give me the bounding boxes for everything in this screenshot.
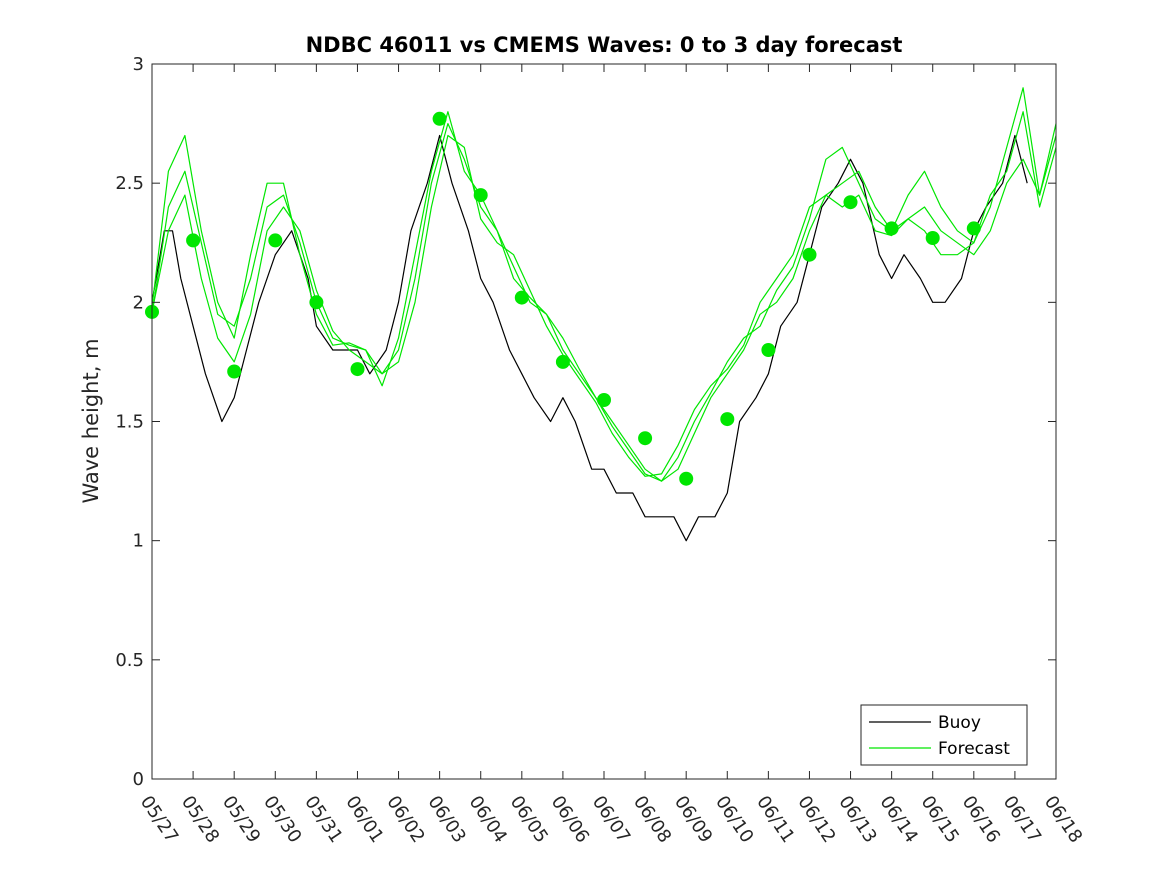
y-tick-label: 0 — [133, 769, 144, 790]
buoy-series-line — [151, 134, 1028, 542]
forecast-marker — [843, 195, 858, 210]
forecast-marker — [597, 393, 611, 407]
y-tick-label: 1 — [133, 531, 144, 552]
legend-box — [860, 704, 1028, 766]
forecast-marker — [473, 188, 488, 203]
legend-label-buoy: Buoy — [938, 713, 981, 733]
forecast-marker — [925, 231, 940, 245]
y-tick-label: 1.5 — [115, 412, 144, 433]
y-tick-label: 2 — [133, 292, 144, 313]
legend: Buoy Forecast — [860, 704, 1028, 766]
y-tick-label: 0.5 — [115, 650, 144, 671]
forecast-series-line-3 — [151, 111, 1057, 477]
forecast-marker — [638, 431, 653, 446]
legend-label-forecast: Forecast — [938, 739, 1010, 759]
series-layer — [151, 87, 1057, 542]
forecast-marker — [268, 233, 283, 248]
chart-title: NDBC 46011 vs CMEMS Waves: 0 to 3 day fo… — [306, 33, 903, 57]
forecast-marker — [432, 111, 447, 126]
y-axis-label: Wave height, m — [79, 338, 103, 503]
forecast-marker — [350, 362, 365, 377]
y-tick-label: 3 — [133, 54, 144, 75]
forecast-marker — [514, 290, 529, 305]
forecast-marker — [309, 295, 324, 310]
forecast-marker — [802, 247, 817, 262]
forecast-series-line-2 — [151, 87, 1057, 482]
marker-layer — [145, 111, 981, 486]
forecast-marker — [227, 364, 242, 379]
y-tick-label: 2.5 — [115, 173, 144, 194]
forecast-marker — [186, 233, 201, 248]
forecast-marker — [761, 343, 776, 357]
forecast-marker — [555, 354, 570, 369]
forecast-marker — [884, 221, 899, 236]
forecast-marker — [679, 471, 694, 486]
forecast-marker — [966, 221, 981, 236]
forecast-marker — [720, 412, 735, 427]
